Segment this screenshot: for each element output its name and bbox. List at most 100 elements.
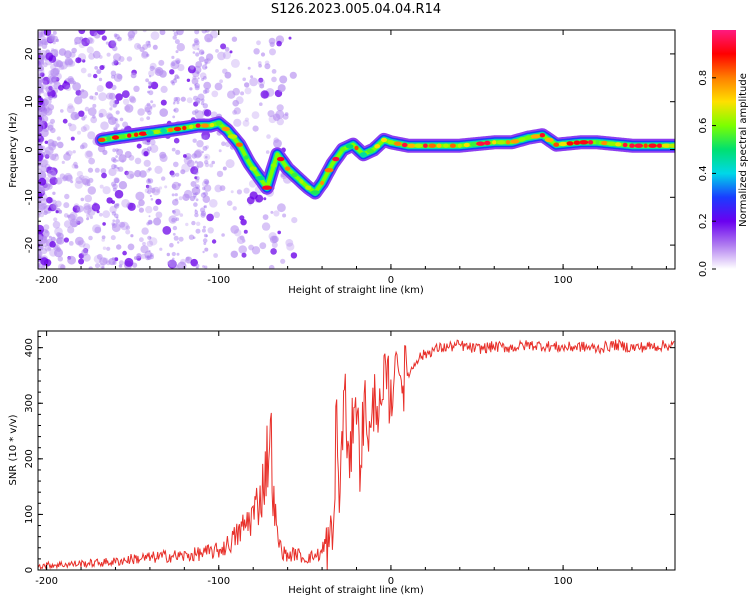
spectrogram-noise-blob <box>122 121 129 128</box>
spectrogram-streak-blob <box>203 242 207 246</box>
spectrogram-noise-blob <box>56 232 62 238</box>
spectrogram-streak-blob <box>171 62 176 67</box>
spectrogram-noise-blob <box>273 210 280 217</box>
spectrogram-noise-blob <box>249 77 258 87</box>
colorbar-tick-label: 0.8 <box>698 70 709 86</box>
spectrogram-noise-blob <box>68 123 77 132</box>
spectrogram-streak-blob <box>196 186 199 189</box>
spectrogram-streak-blob <box>115 110 120 115</box>
spectrogram-streak-blob <box>203 76 207 80</box>
spectrogram-ridge-hotspot <box>643 143 648 148</box>
spectrogram-streak-blob <box>111 222 115 226</box>
spectrogram-noise-blob <box>48 75 58 84</box>
spectrogram-streak-blob <box>205 234 208 238</box>
spectrogram-noise-blob <box>215 49 219 53</box>
spectrogram-noise-blob <box>91 203 101 212</box>
spectrogram-noise-blob <box>63 202 70 209</box>
spectrogram-noise-blob <box>53 61 59 67</box>
spectrogram-streak-blob <box>116 159 119 162</box>
spectrogram-noise-blob <box>55 177 63 185</box>
spectrogram-noise-blob <box>132 262 138 268</box>
spectrogram-noise-blob <box>38 177 47 186</box>
spectrogram-streak-blob <box>197 48 200 51</box>
spectrogram-streak-blob <box>147 179 151 183</box>
spectrogram-noise-blob <box>38 90 42 94</box>
spectrogram-noise-blob <box>259 83 265 89</box>
spectrogram-noise-blob <box>102 246 107 250</box>
spectrogram-noise-blob <box>98 77 103 82</box>
spectrogram-noise-blob <box>149 237 158 246</box>
spectrogram-streak-blob <box>111 211 117 216</box>
spectrogram-noise-blob <box>63 213 69 218</box>
spectrogram-noise-blob <box>201 131 211 140</box>
spectrogram-noise-blob <box>92 50 101 59</box>
spectrogram-noise-blob <box>50 203 58 211</box>
spectrogram-ridge-hotspot <box>622 142 628 148</box>
spectrogram-noise-blob <box>38 144 43 153</box>
spectrogram-noise-blob <box>87 131 96 140</box>
spectrogram-streak-blob <box>201 228 206 233</box>
spectrogram-noise-blob <box>160 85 168 93</box>
spectrogram-ridge-hotspot <box>423 143 428 148</box>
spectrogram-noise-blob <box>145 78 150 83</box>
spectrogram-noise-blob <box>96 85 104 92</box>
spectrogram-noise-blob <box>169 170 175 176</box>
spectrogram-streak-blob <box>174 39 180 45</box>
spectrogram-noise-blob <box>257 78 265 86</box>
spectrogram-noise-blob <box>205 53 214 61</box>
spectrogram-noise-blob <box>206 37 211 42</box>
spectrogram-noise-blob <box>226 200 233 206</box>
spectrogram-streak-blob <box>204 62 208 66</box>
spectrogram-noise-blob <box>111 117 119 125</box>
spectrogram-noise-blob <box>41 43 48 49</box>
spectrogram-noise-blob <box>72 150 76 154</box>
spectrogram-ridge-hotspot <box>436 143 442 148</box>
spectrogram-noise-blob <box>38 54 41 59</box>
spectrogram-streak-blob <box>116 216 119 219</box>
spectrogram-noise-blob <box>189 87 193 91</box>
spectrogram-ridge-hotspot <box>270 163 277 168</box>
spectrogram-noise-blob <box>161 176 166 181</box>
spectrogram-noise-blob <box>195 110 204 119</box>
spectrogram-noise-blob <box>40 128 49 138</box>
spectrogram-noise-blob <box>84 194 92 203</box>
spectrogram-noise-blob <box>259 242 267 250</box>
spectrogram-noise-blob <box>172 199 179 206</box>
spectrogram-noise-blob <box>136 44 142 49</box>
spectrogram-noise-blob <box>209 199 218 208</box>
x-tick-label: -100 <box>207 275 230 286</box>
spectrogram-ridge-hotspot <box>209 122 215 128</box>
spectrogram-noise-blob <box>49 153 57 161</box>
spectrogram-noise-blob <box>244 117 249 122</box>
spectrogram-noise-blob <box>220 43 227 50</box>
spectrogram-streak-blob <box>203 191 208 196</box>
y-tick-label: 200 <box>24 449 35 468</box>
spectrogram-noise-blob <box>47 247 51 251</box>
spectrogram-ridge-hotspot <box>505 140 511 145</box>
spectrogram-noise-blob <box>171 184 177 189</box>
spectrogram-noise-blob <box>63 220 72 228</box>
spectrogram-streak-blob <box>148 90 154 96</box>
spectrogram-noise-blob <box>127 243 135 251</box>
spectrogram-noise-blob <box>128 37 132 42</box>
spectrogram-noise-blob <box>189 65 195 70</box>
spectrogram-streak-blob <box>194 212 199 218</box>
spectrogram-noise-blob <box>233 107 241 115</box>
spectrogram-noise-blob <box>64 57 73 66</box>
spectrogram-ridge-hotspot <box>401 142 408 148</box>
spectrogram-noise-blob <box>58 84 64 91</box>
spectrogram-noise-blob <box>169 69 175 75</box>
spectrogram-ridge-hotspot <box>374 144 381 149</box>
spectrogram-streak-blob <box>171 251 176 257</box>
spectrogram-noise-blob <box>282 213 287 218</box>
spectrogram-noise-blob <box>38 224 45 234</box>
spectrogram-noise-blob <box>236 189 242 195</box>
spectrogram-noise-blob <box>61 160 65 164</box>
spectrogram-streak-blob <box>203 58 209 64</box>
spectrogram-noise-blob <box>74 96 83 105</box>
spectrogram-noise-blob <box>68 241 74 246</box>
spectrogram-noise-blob <box>113 60 119 66</box>
spectrogram-streak-blob <box>201 64 208 70</box>
spectrogram-noise-blob <box>67 103 74 109</box>
spectrogram-streak-blob <box>111 157 116 162</box>
